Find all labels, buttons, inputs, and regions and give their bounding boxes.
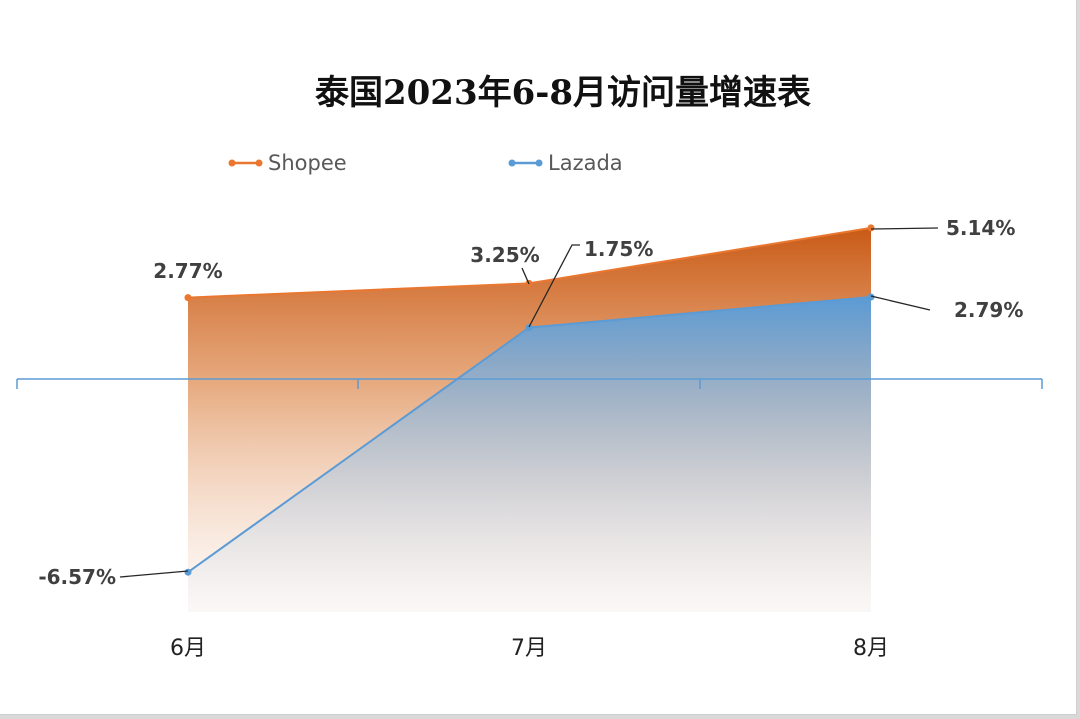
data-point-lazada-2[interactable]: [867, 293, 875, 301]
legend-shopee-marker-right: [255, 159, 263, 167]
area-fill-lazada: [188, 297, 871, 612]
leader-lines: [119, 227, 939, 578]
plot-area: [184, 224, 875, 612]
leader-shopee-jul: [521, 267, 530, 285]
x-tick-label-jun: 6月: [170, 636, 206, 661]
data-labels: 2.77% 3.25% 5.14% -6.57% 1.75% 2.79%: [38, 216, 1023, 589]
data-point-shopee-0[interactable]: [184, 294, 192, 302]
data-label-shopee-jun: 2.77%: [153, 259, 222, 283]
data-point-shopee-2[interactable]: [867, 224, 875, 232]
leader-lazada-jun: [119, 570, 189, 578]
legend-shopee-label: Shopee: [268, 151, 347, 175]
legend: Shopee Lazada: [228, 151, 623, 175]
x-tick-label-aug: 8月: [853, 636, 889, 661]
legend-lazada-marker-right: [535, 159, 543, 167]
data-label-lazada-jun: -6.57%: [38, 565, 116, 589]
legend-shopee-marker-left: [228, 159, 236, 167]
legend-lazada-marker-left: [508, 159, 516, 167]
chart-title: 泰国2023年6-8月访问量增速表: [315, 73, 811, 113]
leader-shopee-aug: [870, 227, 939, 230]
data-point-lazada-1[interactable]: [525, 324, 533, 332]
leader-lazada-aug: [870, 295, 931, 311]
data-label-shopee-jul: 3.25%: [470, 243, 539, 267]
data-label-shopee-aug: 5.14%: [946, 216, 1015, 240]
x-tick-labels: 6月 7月 8月: [170, 636, 889, 661]
data-point-lazada-0[interactable]: [184, 568, 192, 576]
data-label-lazada-jul: 1.75%: [584, 237, 653, 261]
x-axis: [16, 378, 1043, 389]
data-label-lazada-aug: 2.79%: [954, 298, 1023, 322]
legend-item-shopee[interactable]: Shopee: [228, 151, 347, 175]
legend-item-lazada[interactable]: Lazada: [508, 151, 623, 175]
leader-lazada-jul: [528, 244, 580, 328]
x-tick-label-jul: 7月: [511, 636, 547, 661]
legend-lazada-label: Lazada: [548, 151, 623, 175]
